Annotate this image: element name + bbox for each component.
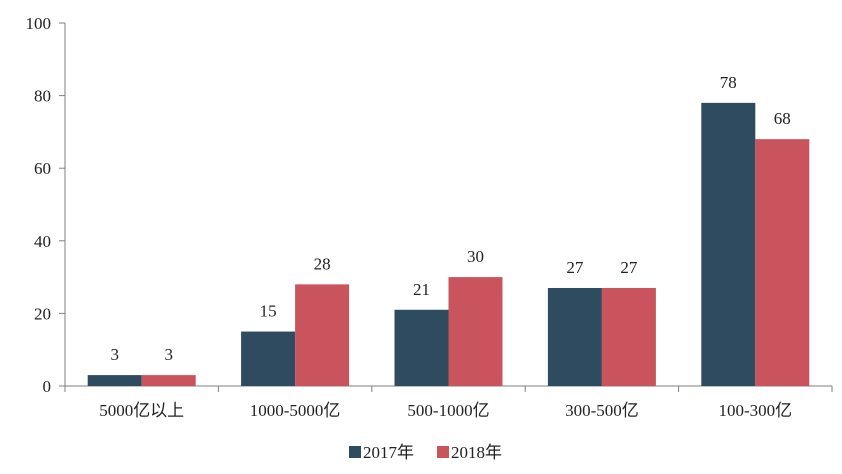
bar-series2 [141, 375, 196, 386]
bar-series1 [394, 309, 449, 386]
y-tick-label: 40 [34, 232, 51, 251]
bar-series2 [448, 277, 503, 386]
data-label: 30 [467, 247, 484, 266]
bar-series1 [701, 102, 756, 387]
data-label: 3 [164, 345, 173, 364]
data-label: 15 [260, 302, 277, 321]
y-tick-label: 20 [34, 304, 51, 323]
y-tick-label: 100 [26, 14, 52, 33]
data-label: 3 [110, 345, 119, 364]
data-label: 28 [314, 254, 331, 273]
data-label: 27 [566, 258, 584, 277]
y-tick-label: 60 [34, 159, 51, 178]
bar-series1 [547, 287, 602, 386]
y-axis: 0 20 40 60 80 100 [26, 14, 66, 396]
x-category-label: 500-1000亿 [407, 401, 489, 420]
data-label: 21 [413, 280, 430, 299]
bar-series2 [295, 284, 350, 386]
bars [87, 102, 810, 387]
bar-series1 [241, 331, 296, 386]
x-category-label: 5000亿以上 [99, 401, 184, 420]
bar-series2 [601, 287, 656, 386]
x-category-label: 100-300亿 [718, 401, 792, 420]
bar-series2 [755, 139, 810, 386]
y-tick-label: 0 [43, 377, 52, 396]
legend-swatch [437, 446, 449, 458]
x-category-label: 300-500亿 [565, 401, 639, 420]
legend-label: 2017年 [363, 443, 414, 462]
legend: 2017年 2018年 [349, 443, 502, 462]
data-labels: 3 15 21 27 78 3 28 30 27 68 [110, 73, 790, 364]
y-tick-label: 80 [34, 87, 51, 106]
bar-series1 [87, 375, 142, 386]
x-axis: 5000亿以上 1000-5000亿 500-1000亿 300-500亿 100-30… [64, 385, 833, 420]
data-label: 27 [620, 258, 638, 277]
x-category-label: 1000-5000亿 [250, 401, 341, 420]
legend-label: 2018年 [451, 443, 502, 462]
data-label: 68 [774, 109, 791, 128]
data-label: 78 [720, 73, 737, 92]
legend-swatch [349, 446, 361, 458]
